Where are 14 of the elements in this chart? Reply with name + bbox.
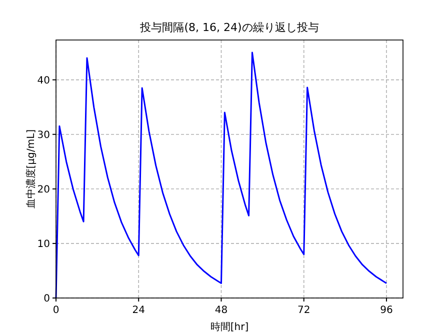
y-axis-title: 血中濃度[μg/mL] — [25, 129, 37, 209]
chart-title: 投与間隔(8, 16, 24)の繰り返し投与 — [139, 21, 319, 34]
y-tick-label: 10 — [37, 238, 50, 250]
y-tick-label: 30 — [37, 130, 50, 141]
x-tick-label: 0 — [52, 305, 60, 316]
line-series — [55, 52, 388, 299]
y-tick-label: 0 — [44, 294, 50, 304]
y-tick-label: 20 — [37, 184, 50, 196]
x-tick-label: 48 — [214, 305, 228, 316]
y-tick-label: 40 — [37, 75, 50, 86]
x-tick-label: 96 — [380, 305, 393, 316]
x-tick-label: 72 — [297, 305, 310, 316]
x-axis-title: 時間[hr] — [210, 321, 249, 333]
x-tick-label: 24 — [132, 305, 145, 316]
